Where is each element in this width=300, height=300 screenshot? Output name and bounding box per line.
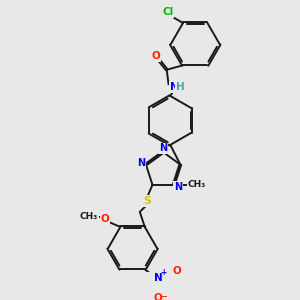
Text: O: O bbox=[152, 51, 160, 61]
Text: +: + bbox=[160, 268, 166, 278]
Text: N: N bbox=[159, 143, 167, 154]
Text: CH₃: CH₃ bbox=[80, 212, 98, 220]
Text: N: N bbox=[174, 182, 182, 192]
Text: S: S bbox=[143, 196, 151, 206]
Text: O: O bbox=[100, 214, 109, 224]
Text: N: N bbox=[169, 82, 178, 92]
Text: O: O bbox=[154, 293, 163, 300]
Text: CH₃: CH₃ bbox=[187, 180, 206, 189]
Text: N: N bbox=[137, 158, 146, 168]
Text: N: N bbox=[154, 273, 163, 283]
Text: −: − bbox=[160, 292, 167, 300]
Text: H: H bbox=[176, 82, 185, 92]
Text: Cl: Cl bbox=[162, 7, 173, 17]
Text: O: O bbox=[172, 266, 181, 276]
